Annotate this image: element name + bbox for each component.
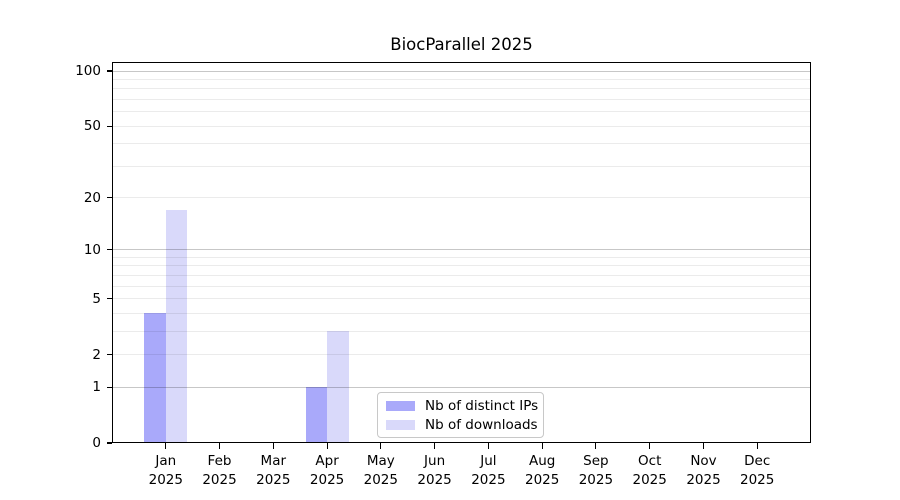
chart-title: BiocParallel 2025 xyxy=(390,35,533,54)
y-tick-5 xyxy=(106,298,112,300)
x-tick-mar xyxy=(272,443,274,449)
x-tick-label-nov: Nov 2025 xyxy=(668,452,740,490)
month-label: Dec xyxy=(744,453,771,469)
y-tick-2 xyxy=(106,353,112,356)
month-label: Jan xyxy=(155,453,177,469)
year-label: 2025 xyxy=(686,472,721,488)
x-tick-label-jul: Jul 2025 xyxy=(452,452,524,490)
month-label: May xyxy=(366,453,395,469)
year-label: 2025 xyxy=(525,472,560,488)
year-label: 2025 xyxy=(148,472,183,488)
x-tick-apr xyxy=(326,443,328,449)
gridline-minor-3 xyxy=(112,330,811,332)
y-tick-label-2: 2 xyxy=(92,346,101,363)
y-tick-label-1: 1 xyxy=(92,379,101,396)
legend: Nb of distinct IPs Nb of downloads xyxy=(377,392,544,438)
month-label: Oct xyxy=(638,453,662,469)
year-label: 2025 xyxy=(471,472,506,488)
month-label: Mar xyxy=(260,453,287,469)
year-label: 2025 xyxy=(578,472,614,488)
month-label: Aug xyxy=(529,453,556,469)
y-tick-0 xyxy=(106,442,112,444)
year-label: 2025 xyxy=(309,472,345,488)
year-label: 2025 xyxy=(363,472,398,488)
bar-downloads-apr xyxy=(327,331,349,443)
y-tick-label-100: 100 xyxy=(75,63,101,79)
month-label: Jul xyxy=(480,453,497,469)
y-tick-label-0: 0 xyxy=(92,435,101,451)
x-tick-oct xyxy=(649,443,651,449)
y-tick-100 xyxy=(106,70,112,72)
year-label: 2025 xyxy=(417,472,452,488)
x-tick-label-feb: Feb 2025 xyxy=(184,452,256,490)
gridline-major-10 xyxy=(112,249,811,251)
month-label: Apr xyxy=(315,453,339,469)
legend-item-distinct-ips: Nb of distinct IPs xyxy=(386,396,539,415)
bar-downloads-jan xyxy=(165,210,188,443)
x-tick-label-mar: Mar 2025 xyxy=(237,452,309,490)
legend-swatch-distinct-ips-icon xyxy=(386,400,415,411)
gridline-minor-70 xyxy=(112,99,811,100)
gridline-minor-40 xyxy=(112,143,811,145)
month-label: Sep xyxy=(583,453,609,469)
legend-label-distinct-ips: Nb of distinct IPs xyxy=(425,397,539,414)
axes-frame xyxy=(112,62,811,443)
x-tick-jun xyxy=(434,443,436,449)
x-tick-dec xyxy=(756,443,758,449)
x-tick-label-apr: Apr 2025 xyxy=(291,452,363,490)
x-tick-label-jun: Jun 2025 xyxy=(399,452,471,490)
x-tick-aug xyxy=(541,443,543,449)
x-tick-nov xyxy=(702,443,705,449)
x-tick-jan xyxy=(165,443,167,449)
month-label: Nov xyxy=(690,453,717,469)
legend-label-downloads: Nb of downloads xyxy=(425,416,538,433)
y-tick-label-5: 5 xyxy=(92,290,101,307)
x-tick-may xyxy=(380,443,382,449)
y-tick-label-10: 10 xyxy=(83,241,101,258)
gridline-minor-90 xyxy=(112,79,811,80)
year-label: 2025 xyxy=(740,472,775,488)
gridline-major-1 xyxy=(112,386,811,388)
gridline-major-50 xyxy=(112,125,811,127)
year-label: 2025 xyxy=(202,472,237,488)
x-tick-label-may: May 2025 xyxy=(345,452,417,490)
y-tick-label-50: 50 xyxy=(83,118,101,135)
x-tick-sep xyxy=(595,443,597,449)
gridline-minor-60 xyxy=(112,111,811,113)
x-tick-jul xyxy=(487,443,489,449)
bar-distinct-ips-apr xyxy=(305,387,328,443)
x-tick-label-sep: Sep 2025 xyxy=(560,452,632,490)
gridline-minor-8 xyxy=(112,265,811,267)
gridline-minor-30 xyxy=(112,165,811,167)
gridline-minor-7 xyxy=(112,274,811,276)
y-tick-50 xyxy=(106,125,112,127)
year-label: 2025 xyxy=(256,472,291,488)
x-tick-feb xyxy=(218,443,221,449)
gridline-major-100 xyxy=(112,70,811,72)
gridline-major-2 xyxy=(112,354,811,355)
x-tick-label-jan: Jan 2025 xyxy=(130,452,202,490)
gridline-major-20 xyxy=(112,197,811,199)
legend-item-downloads: Nb of downloads xyxy=(386,415,538,434)
gridline-major-5 xyxy=(112,298,811,300)
bar-distinct-ips-jan xyxy=(144,313,166,443)
y-tick-20 xyxy=(106,197,112,199)
x-tick-label-oct: Oct 2025 xyxy=(614,452,686,490)
gridline-minor-9 xyxy=(112,256,811,258)
y-tick-label-20: 20 xyxy=(83,189,101,206)
gridline-minor-80 xyxy=(112,88,811,90)
legend-swatch-downloads-icon xyxy=(386,419,415,430)
gridline-minor-6 xyxy=(112,285,811,287)
y-tick-1 xyxy=(106,386,112,388)
year-label: 2025 xyxy=(632,472,667,488)
x-tick-label-aug: Aug 2025 xyxy=(506,452,578,490)
y-tick-10 xyxy=(106,249,112,251)
month-label: Jun xyxy=(424,453,446,469)
gridline-minor-4 xyxy=(112,312,811,314)
x-tick-label-dec: Dec 2025 xyxy=(721,452,793,490)
month-label: Feb xyxy=(207,453,232,469)
